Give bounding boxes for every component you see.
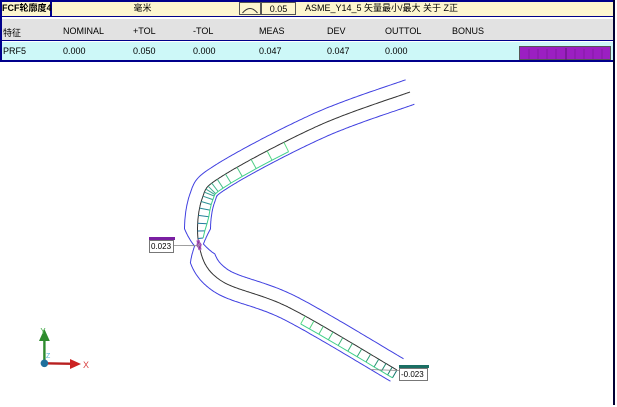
svg-text:X: X [83, 360, 89, 370]
svg-text:Y: Y [40, 328, 46, 336]
svg-text:Z: Z [46, 353, 51, 360]
